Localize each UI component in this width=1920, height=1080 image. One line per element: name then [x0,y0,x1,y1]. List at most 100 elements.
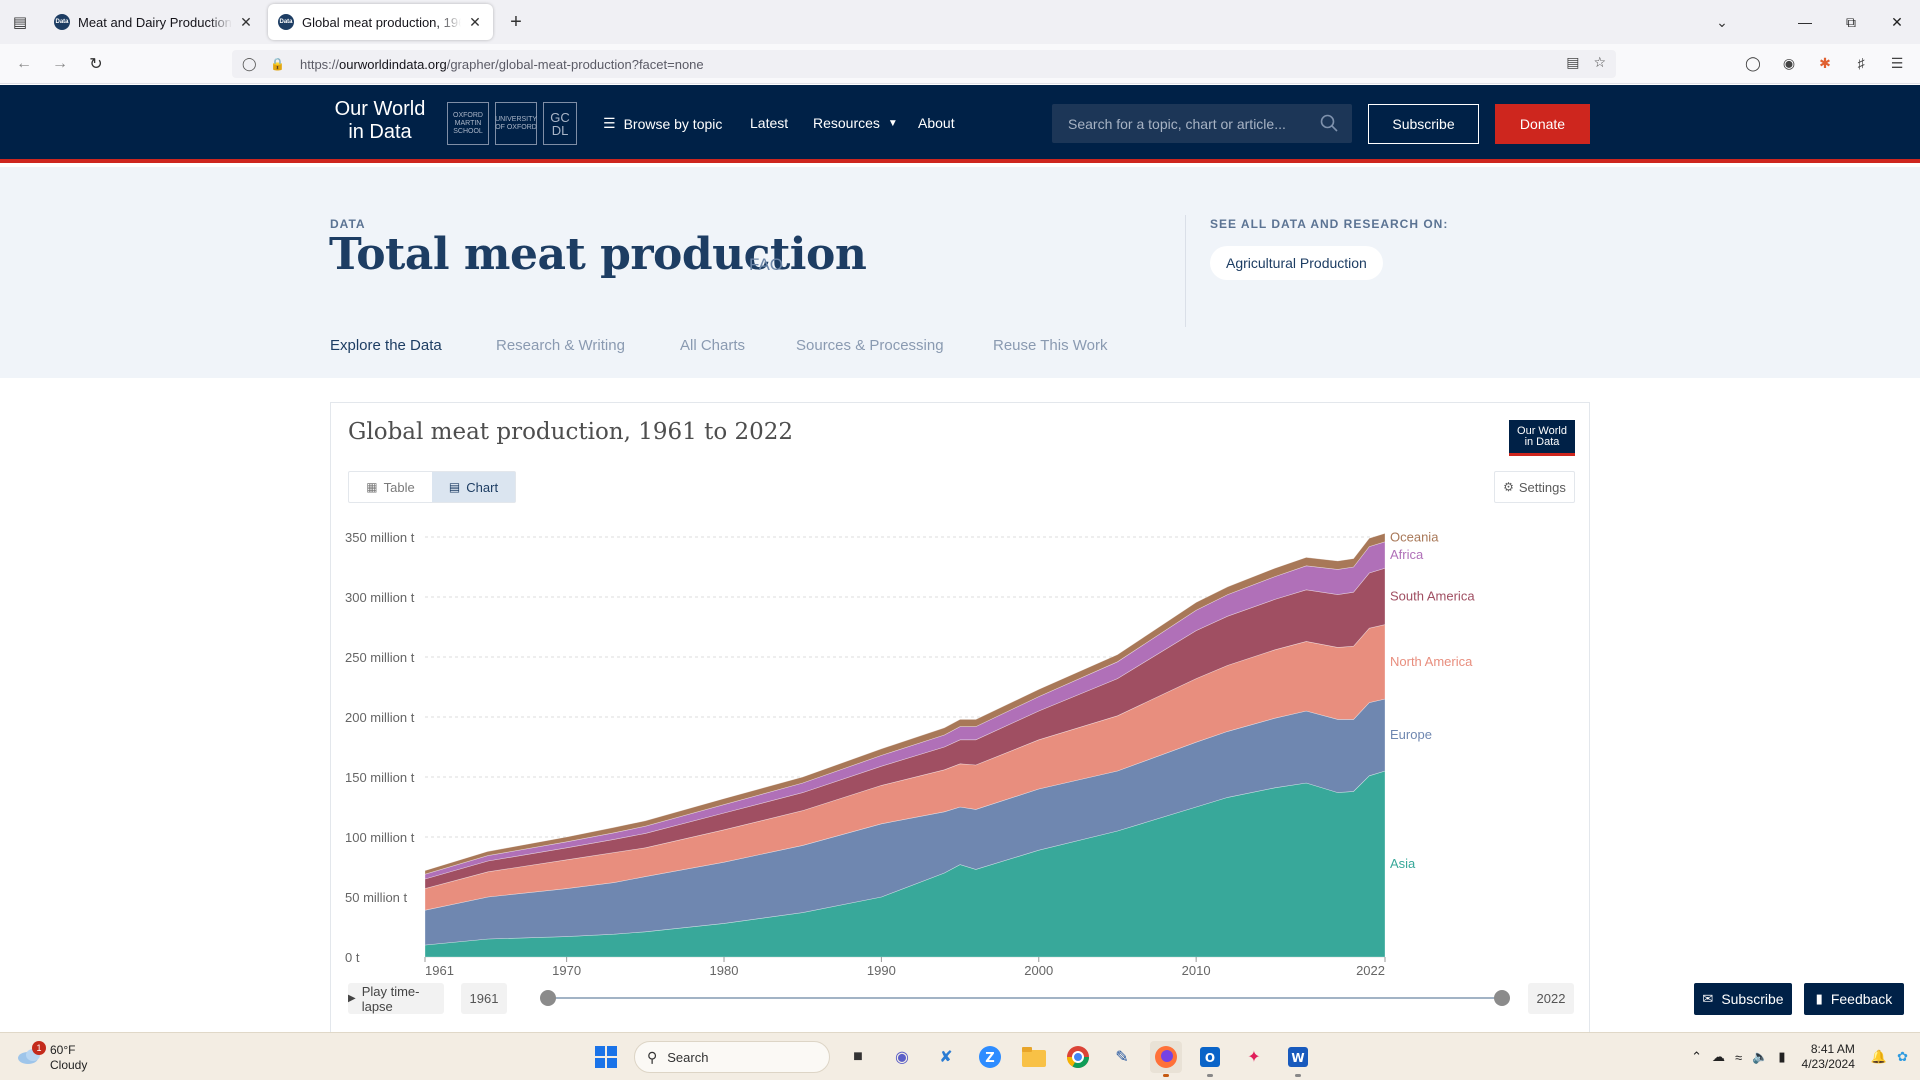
stacked-area-chart[interactable]: 0 t 50 million t 100 million t 150 million … [331,513,1589,981]
y-tick-label: 50 million t [345,890,408,905]
nav-latest-label: Latest [750,115,789,131]
nav-about[interactable]: About [918,115,955,131]
nav-resources[interactable]: Resources ▼ [813,115,898,131]
play-timelapse-button[interactable]: ▶ Play time-lapse [348,983,444,1014]
browse-label: Browse by topic [623,115,723,132]
tab-table[interactable]: ▦ Table [349,472,432,502]
forward-icon[interactable]: → [52,55,68,72]
header-subscribe-button[interactable]: Subscribe [1368,104,1479,144]
tab-chart[interactable]: ▤ Chart [432,472,515,502]
search-placeholder: Search for a topic, chart or article... [1068,115,1286,132]
legend-label-north-america[interactable]: North America [1390,654,1473,669]
bookmark-star-icon[interactable]: ☆ [1593,54,1606,70]
shield-icon[interactable]: ◯ [242,56,257,71]
floating-subscribe-button[interactable]: ✉ Subscribe [1694,983,1792,1015]
subnav-sources-processing[interactable]: Sources & Processing [796,337,944,354]
system-tray: ⌃ ☁ ≈ 🔈 ▮ 8:41 AM 4/23/2024 🔔 ✿ [1691,1041,1908,1073]
legend-label-africa[interactable]: Africa [1390,547,1424,562]
windows-start-icon[interactable] [590,1041,622,1073]
snipping-tool-icon[interactable]: ✘ [939,1049,953,1066]
slack-icon[interactable]: ✦ [1247,1049,1261,1066]
donate-button[interactable]: Donate [1495,104,1590,144]
timeline-slider-track[interactable] [548,997,1502,999]
topic-pill-agricultural-production[interactable]: Agricultural Production [1210,246,1383,280]
x-tick-label: 1961 [425,963,454,978]
teams-meet-icon[interactable]: ◉ [895,1049,909,1066]
oxford-university-logo[interactable]: UNIVERSITY OF OXFORD [495,102,537,145]
clock-date: 4/23/2024 [1801,1057,1855,1071]
address-bar[interactable]: ◯ 🔒 https://ourworldindata.org/grapher/g… [232,50,1616,78]
word-icon[interactable]: W [1282,1041,1314,1077]
close-tab-icon[interactable]: ✕ [469,13,481,30]
page-source: FAO [749,255,784,274]
browser-tab-meat-dairy[interactable]: Data Meat and Dairy Production - Our Wor… [44,4,264,40]
pen-app-icon[interactable]: ✎ [1115,1049,1129,1066]
subnav-research-writing[interactable]: Research & Writing [496,337,625,354]
x-tick-label: 1990 [867,963,896,978]
zoom-icon[interactable]: Z [974,1041,1006,1073]
weather-widget[interactable]: 1 60°F Cloudy [16,1041,126,1075]
owid-chart-logo[interactable]: Our World in Data [1509,420,1575,456]
chevron-up-icon[interactable]: ⌃ [1691,1049,1703,1064]
logo-line-2: in Data [348,121,412,143]
close-window-icon[interactable]: ✕ [1891,13,1903,30]
volume-icon[interactable]: 🔈 [1752,1049,1769,1064]
firefox-icon[interactable] [1150,1041,1182,1077]
area-oceania[interactable] [424,532,1386,875]
end-year-box[interactable]: 2022 [1528,983,1574,1014]
account-icon[interactable]: ◉ [1782,54,1796,71]
restore-icon[interactable]: ⧉ [1846,13,1856,30]
legend-label-europe[interactable]: Europe [1390,727,1432,742]
extension-colorful-icon[interactable]: ✱ [1819,54,1831,71]
search-icon: ⚲ [647,1048,658,1065]
timeline-end-handle[interactable] [1494,990,1510,1006]
lock-icon[interactable]: 🔒 [270,57,285,71]
subnav-all-charts[interactable]: All Charts [680,337,746,354]
back-icon[interactable]: ← [16,55,32,72]
extensions-puzzle-icon[interactable]: ♯ [1857,55,1865,71]
new-tab-icon[interactable]: + [510,10,522,33]
y-tick-label: 300 million t [345,590,415,605]
browse-by-topic-button[interactable]: ☰ Browse by topic [603,115,722,132]
copilot-icon[interactable]: ✿ [1897,1049,1908,1064]
legend-label-south-america[interactable]: South America [1390,588,1475,603]
menu-hamburger-icon[interactable]: ☰ [1890,54,1904,71]
chevron-down-icon[interactable]: ⌄ [1716,13,1728,30]
legend-label-asia[interactable]: Asia [1390,856,1416,871]
start-year-box[interactable]: 1961 [461,983,507,1014]
clock[interactable]: 8:41 AM 4/23/2024 [1802,1042,1855,1072]
feedback-button[interactable]: ▮ Feedback [1804,983,1904,1015]
chrome-icon[interactable] [1062,1041,1094,1073]
settings-button[interactable]: ⚙ Settings [1494,471,1575,503]
owid-favicon-icon: Data [54,14,70,30]
reload-icon[interactable]: ↻ [89,56,103,73]
y-tick-label: 150 million t [345,770,415,785]
subnav-reuse-this-work[interactable]: Reuse This Work [993,337,1108,354]
weather-desc: Cloudy [50,1058,88,1072]
svg-text:Z: Z [985,1051,994,1066]
taskbar-search-input[interactable]: ⚲ Search [634,1041,830,1073]
view-switcher: ▦ Table ▤ Chart [348,471,516,503]
notification-bell-icon[interactable]: 🔔 [1870,1049,1888,1064]
subnav-explore-the-data[interactable]: Explore the Data [330,337,442,354]
owid-logo[interactable]: Our World in Data [330,98,430,144]
minimize-icon[interactable]: — [1798,14,1812,30]
file-explorer-icon[interactable] [1018,1041,1050,1073]
timeline-start-handle[interactable] [540,990,556,1006]
pocket-icon[interactable]: ◯ [1745,54,1761,71]
close-tab-icon[interactable]: ✕ [240,13,252,30]
onedrive-icon[interactable]: ☁ [1712,1049,1726,1064]
legend-label-oceania[interactable]: Oceania [1390,530,1439,545]
play-label: Play time-lapse [361,983,420,1014]
gcdl-logo[interactable]: GC DL [543,102,577,145]
outlook-icon[interactable]: O [1194,1041,1226,1077]
reader-view-icon[interactable]: ▤ [1566,54,1580,70]
site-search-input[interactable]: Search for a topic, chart or article... [1052,104,1352,143]
tab-list-icon[interactable]: ▤ [12,14,28,31]
task-view-icon[interactable]: ■ [853,1048,863,1065]
oxford-martin-logo[interactable]: OXFORD MARTIN SCHOOL [447,102,489,145]
nav-latest[interactable]: Latest [750,115,788,131]
wifi-icon[interactable]: ≈ [1735,1049,1743,1065]
battery-icon[interactable]: ▮ [1778,1049,1786,1064]
browser-tab-global-meat[interactable]: Data Global meat production, 1961 to 202… [268,4,493,40]
